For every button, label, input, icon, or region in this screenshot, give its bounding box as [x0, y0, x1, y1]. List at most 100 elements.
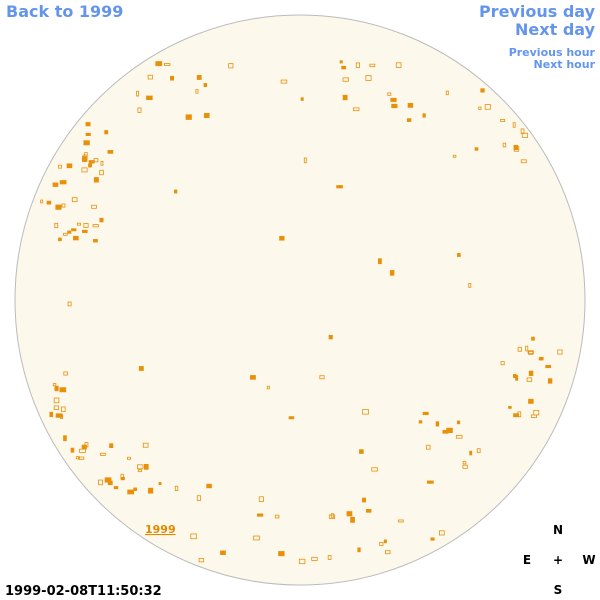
feature-mark [93, 177, 99, 183]
compass-east: E [523, 553, 531, 567]
feature-mark [395, 62, 402, 68]
feature-mark [422, 411, 429, 416]
feature-mark [342, 94, 348, 101]
feature-mark [82, 229, 88, 233]
feature-mark [109, 443, 114, 449]
feature-mark [435, 421, 440, 427]
feature-mark [220, 550, 226, 555]
feature-mark [484, 104, 491, 110]
feature-mark [155, 61, 163, 67]
feature-mark [198, 558, 205, 563]
feature-mark [427, 480, 434, 484]
feature-mark [83, 140, 90, 146]
feature-mark [462, 464, 468, 469]
feature-mark [303, 157, 307, 164]
feature-mark [93, 157, 99, 163]
feature-mark [517, 411, 522, 418]
feature-mark [422, 113, 426, 118]
feature-mark [59, 180, 67, 185]
feature-mark [66, 163, 73, 169]
feature-mark [185, 114, 192, 120]
feature-mark [190, 533, 197, 540]
feature-mark [369, 63, 376, 68]
feature-mark [328, 514, 336, 519]
feature-mark [138, 366, 144, 371]
feature-mark [528, 398, 534, 404]
feature-mark [452, 154, 457, 158]
feature-mark [81, 444, 87, 450]
feature-mark [439, 530, 445, 536]
feature-mark [104, 130, 109, 135]
feature-mark [339, 60, 343, 64]
feature-mark [137, 469, 142, 473]
feature-mark [253, 535, 260, 541]
next-hour-link[interactable]: Next hour [534, 58, 596, 71]
feature-mark [526, 377, 533, 382]
feature-mark [500, 361, 505, 366]
feature-mark [46, 200, 52, 205]
feature-mark [457, 252, 461, 257]
feature-mark [274, 514, 280, 519]
feature-mark [258, 496, 264, 502]
feature-mark [515, 375, 519, 381]
feature-mark [341, 65, 346, 70]
feature-mark [104, 477, 112, 483]
feature-mark [133, 487, 138, 491]
feature-mark [365, 509, 372, 513]
feature-mark [63, 435, 67, 442]
feature-mark [391, 103, 398, 109]
feature-mark [298, 558, 306, 565]
next-day-link[interactable]: Next day [515, 20, 596, 39]
feature-mark [406, 118, 412, 122]
feature-mark [371, 467, 378, 472]
feature-mark [196, 75, 202, 80]
feature-mark [455, 434, 463, 439]
feature-mark [545, 364, 552, 369]
feature-mark [99, 452, 106, 456]
feature-mark [362, 497, 366, 503]
feature-mark [54, 222, 59, 229]
feature-mark [228, 63, 234, 69]
feature-mark [359, 449, 364, 454]
previous-hour-link[interactable]: Previous hour [509, 46, 596, 59]
feature-mark [70, 447, 75, 453]
feature-mark [127, 456, 131, 460]
feature-mark [136, 90, 140, 97]
timestamp: 1999-02-08T11:50:32 [5, 584, 162, 599]
feature-mark [387, 92, 392, 96]
feature-mark [474, 147, 479, 151]
previous-day-link[interactable]: Previous day [479, 2, 596, 21]
feature-mark [170, 75, 175, 81]
feature-mark [61, 406, 66, 412]
feature-mark [196, 495, 202, 501]
year-link[interactable]: 1999 [145, 523, 176, 536]
feature-mark [164, 63, 171, 66]
feature-mark [350, 516, 355, 523]
feature-mark [143, 463, 149, 470]
feature-mark [127, 489, 135, 495]
feature-mark [389, 270, 395, 276]
feature-mark [383, 539, 387, 544]
feature-mark [203, 83, 208, 88]
feature-mark [55, 204, 62, 210]
feature-mark [81, 167, 88, 173]
feature-mark [148, 487, 154, 494]
feature-mark [93, 239, 98, 243]
feature-mark [59, 387, 67, 393]
feature-mark [557, 349, 563, 355]
feature-mark [336, 185, 343, 189]
solar-disk [14, 14, 586, 586]
feature-mark [362, 409, 369, 415]
feature-mark [67, 230, 72, 234]
feature-mark [288, 416, 295, 420]
feature-mark [462, 460, 467, 465]
feature-mark [73, 235, 79, 241]
feature-mark [328, 334, 333, 340]
feature-mark [385, 550, 391, 555]
feature-mark [528, 370, 534, 376]
feature-mark [525, 345, 529, 352]
feature-mark [91, 204, 97, 209]
back-link[interactable]: Back to 1999 [6, 2, 123, 21]
feature-mark [397, 519, 404, 523]
